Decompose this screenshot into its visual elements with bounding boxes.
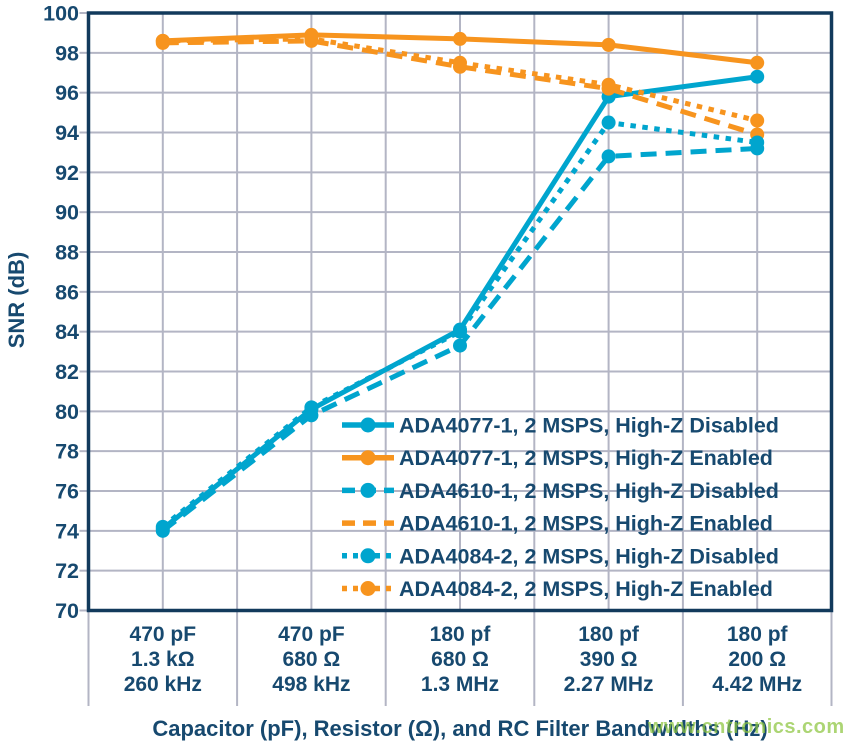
legend-label: ADA4084-2, 2 MSPS, High-Z Disabled (399, 544, 779, 568)
axis-ticks (79, 12, 833, 706)
legend-label: ADA4077-1, 2 MSPS, High-Z Disabled (399, 414, 779, 438)
y-tick-label: 92 (55, 161, 79, 185)
y-tick-label: 78 (55, 440, 79, 464)
legend-marker (360, 581, 376, 596)
series-line-4 (161, 120, 758, 529)
watermark: www.cntronics.com (647, 716, 844, 738)
y-tick-label: 96 (55, 81, 79, 105)
data-point-marker (155, 33, 170, 48)
y-tick-label: 94 (55, 121, 79, 145)
y-tick-label: 98 (55, 41, 79, 65)
x-axis-title: Capacitor (pF), Resistor (Ω), and RC Fil… (152, 716, 767, 741)
x-category-label: 2.27 MHz (564, 673, 654, 696)
data-point-marker (453, 324, 467, 339)
y-tick-label: 86 (55, 280, 79, 304)
y-tick-label: 70 (55, 599, 79, 623)
y-tick-labels: 70 72 74 76 78 80 82 84 86 88 90 92 94 96 98 100 (43, 2, 79, 624)
data-point-marker (601, 115, 616, 130)
data-point-marker (750, 55, 765, 70)
y-tick-label: 76 (55, 480, 79, 504)
legend-marker (360, 450, 376, 466)
y-tick-label: 80 (55, 400, 79, 424)
x-category-label: 200 Ω (728, 648, 786, 671)
data-point-marker (750, 113, 765, 128)
x-category-label: 1.3 kΩ (131, 648, 195, 671)
y-tick-label: 84 (55, 320, 79, 344)
y-axis-title: SNR (dB) (4, 252, 29, 349)
data-point-marker (750, 135, 765, 150)
data-point-marker (304, 31, 319, 46)
x-category-label: 180 pf (727, 623, 789, 646)
data-point-marker (453, 55, 467, 70)
y-tick-label: 82 (55, 360, 79, 384)
legend-label: ADA4084-2, 2 MSPS, High-Z Enabled (399, 577, 773, 601)
x-category-label: 680 Ω (431, 648, 489, 671)
data-point-marker (453, 338, 467, 353)
legend: ADA4077-1, 2 MSPS, High-Z Disabled ADA407… (342, 414, 779, 601)
y-tick-label: 88 (55, 241, 79, 265)
gridlines (88, 13, 832, 611)
data-point-marker (601, 149, 616, 164)
plot-border (86, 11, 834, 613)
legend-label: ADA4610-1, 2 MSPS, High-Z Enabled (399, 512, 773, 536)
data-point-marker (601, 37, 616, 52)
series-lines (155, 27, 765, 538)
legend-item: ADA4610-1, 2 MSPS, High-Z Enabled (342, 512, 773, 536)
data-point-marker (155, 519, 170, 534)
x-category-label: 498 kHz (272, 673, 350, 696)
y-tick-label: 74 (55, 519, 79, 543)
x-category-label: 470 pF (278, 623, 345, 646)
data-point-marker (750, 69, 765, 84)
legend-item: ADA4077-1, 2 MSPS, High-Z Disabled (342, 414, 779, 438)
x-category-label: 680 Ω (283, 648, 341, 671)
y-tick-label: 90 (55, 201, 79, 225)
y-tick-label: 100 (43, 2, 79, 26)
legend-item: ADA4084-2, 2 MSPS, High-Z Disabled (342, 544, 779, 568)
x-category-label: 470 pF (130, 623, 197, 646)
series-line-3 (162, 38, 758, 137)
legend-marker (360, 482, 376, 498)
x-category-label: 1.3 MHz (421, 673, 499, 696)
data-point-marker (453, 31, 467, 46)
x-category-label: 390 Ω (580, 648, 638, 671)
data-point-marker (601, 77, 616, 92)
legend-label: ADA4610-1, 2 MSPS, High-Z Disabled (399, 479, 779, 503)
y-tick-label: 72 (55, 559, 79, 583)
legend-item: ADA4077-1, 2 MSPS, High-Z Enabled (342, 446, 773, 470)
legend-label: ADA4077-1, 2 MSPS, High-Z Enabled (399, 446, 773, 470)
legend-marker (360, 548, 376, 564)
x-category-label: 4.42 MHz (712, 673, 802, 696)
x-category-label: 260 kHz (124, 673, 202, 696)
x-category-label: 180 pf (430, 623, 492, 646)
legend-item: ADA4084-2, 2 MSPS, High-Z Enabled (342, 577, 773, 601)
x-category-label: 180 pf (578, 623, 640, 646)
legend-item: ADA4610-1, 2 MSPS, High-Z Disabled (342, 479, 779, 503)
series-line-5 (162, 36, 758, 123)
legend-marker (360, 417, 376, 433)
data-point-marker (304, 400, 319, 415)
